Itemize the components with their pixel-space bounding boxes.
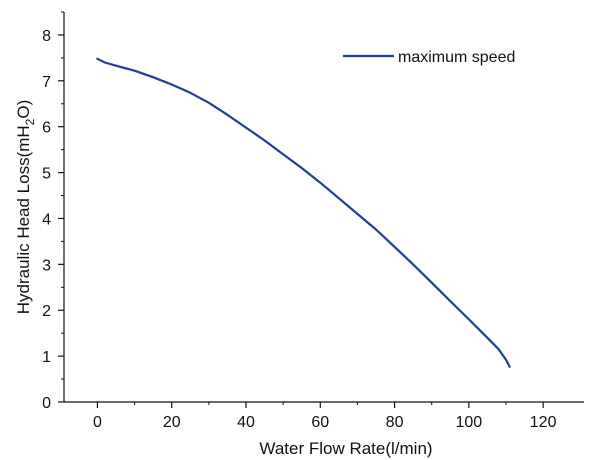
y-axis-title-subscript: 2 [23, 118, 37, 125]
plot-area: 0 20 40 60 80 100 120 0 1 2 3 4 5 6 7 8 [42, 11, 584, 431]
x-tick-label: 120 [530, 414, 557, 431]
x-axis-ticks: 0 20 40 60 80 100 120 [93, 402, 557, 431]
y-tick-label: 3 [42, 257, 51, 274]
legend: maximum speed [343, 49, 515, 66]
x-axis-title: Water Flow Rate(l/min) [259, 439, 432, 458]
x-tick-label: 0 [93, 414, 102, 431]
y-axis-title-prefix: Hydraulic Head Loss(mH [14, 125, 33, 314]
y-tick-label: 7 [42, 74, 51, 91]
y-axis-title: Hydraulic Head Loss(mH2O) [14, 100, 37, 315]
y-tick-label: 6 [42, 120, 51, 137]
legend-label: maximum speed [398, 49, 515, 66]
series-line [96, 57, 511, 368]
x-tick-label: 20 [163, 414, 181, 431]
y-axis-title-suffix: O) [14, 100, 33, 119]
y-tick-label: 5 [42, 166, 51, 183]
x-tick-label: 80 [386, 414, 404, 431]
y-tick-label: 2 [42, 303, 51, 320]
y-axis-ticks: 0 1 2 3 4 5 6 7 8 [42, 11, 64, 412]
y-tick-label: 0 [42, 395, 51, 412]
y-tick-label: 8 [42, 28, 51, 45]
series-layer [96, 57, 511, 368]
y-tick-label: 1 [42, 349, 51, 366]
x-tick-label: 100 [456, 414, 483, 431]
x-tick-label: 60 [311, 414, 329, 431]
y-tick-label: 4 [42, 211, 51, 228]
x-tick-label: 40 [237, 414, 255, 431]
